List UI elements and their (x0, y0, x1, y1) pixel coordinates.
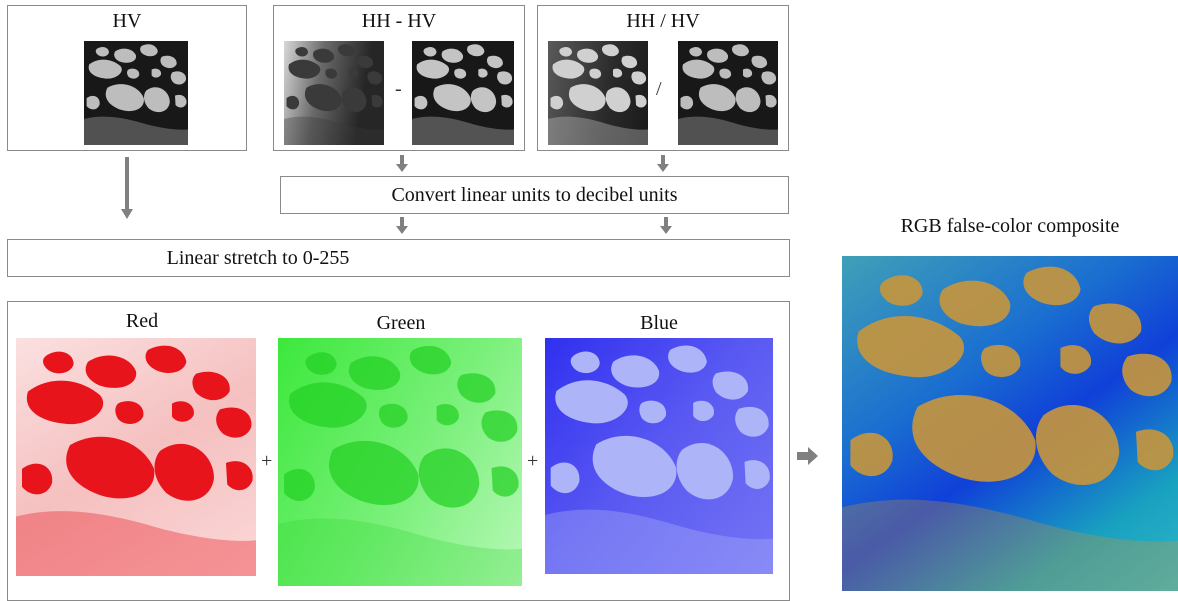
linear-stretch-box: Linear stretch to 0-255 (7, 239, 790, 277)
hh-divide-hv-title: HH / HV (626, 10, 700, 32)
hv-image-3 (678, 41, 778, 145)
convert-to-stretch-arrow-left (396, 217, 408, 234)
diff-to-convert-arrow (396, 155, 408, 172)
hv-title: HV (112, 10, 142, 32)
hv-image (84, 41, 188, 145)
plus-operator-1: + (261, 450, 273, 472)
convert-to-stretch-arrow-right (660, 217, 672, 234)
ratio-to-convert-arrow (657, 155, 669, 172)
hh-minus-hv-title: HH - HV (361, 10, 437, 32)
to-composite-arrow (797, 447, 818, 465)
red-band-title: Red (125, 310, 159, 332)
green-band-title: Green (376, 312, 426, 334)
convert-db-label: Convert linear units to decibel units (391, 184, 678, 206)
divide-operator: / (656, 78, 662, 100)
hh-divide-hv-box: HH / HV / (537, 5, 789, 151)
hv-image-2 (412, 41, 514, 145)
convert-db-box: Convert linear units to decibel units (280, 176, 789, 214)
blue-band-title: Blue (640, 312, 678, 334)
hh-image-2 (548, 41, 648, 145)
linear-stretch-label: Linear stretch to 0-255 (166, 247, 350, 269)
hv-down-arrow (121, 157, 133, 219)
red-band-image (16, 338, 256, 576)
blue-band-image (545, 338, 773, 574)
rgb-bands-box: Red Green Blue + + (7, 301, 790, 601)
rgb-composite-image (842, 256, 1178, 591)
green-band-image (278, 338, 522, 586)
minus-operator: - (395, 78, 402, 100)
hh-minus-hv-box: HH - HV - (273, 5, 525, 151)
composite-title: RGB false-color composite (900, 215, 1120, 237)
hv-input-box: HV (7, 5, 247, 151)
plus-operator-2: + (527, 450, 539, 472)
hh-image (284, 41, 384, 145)
